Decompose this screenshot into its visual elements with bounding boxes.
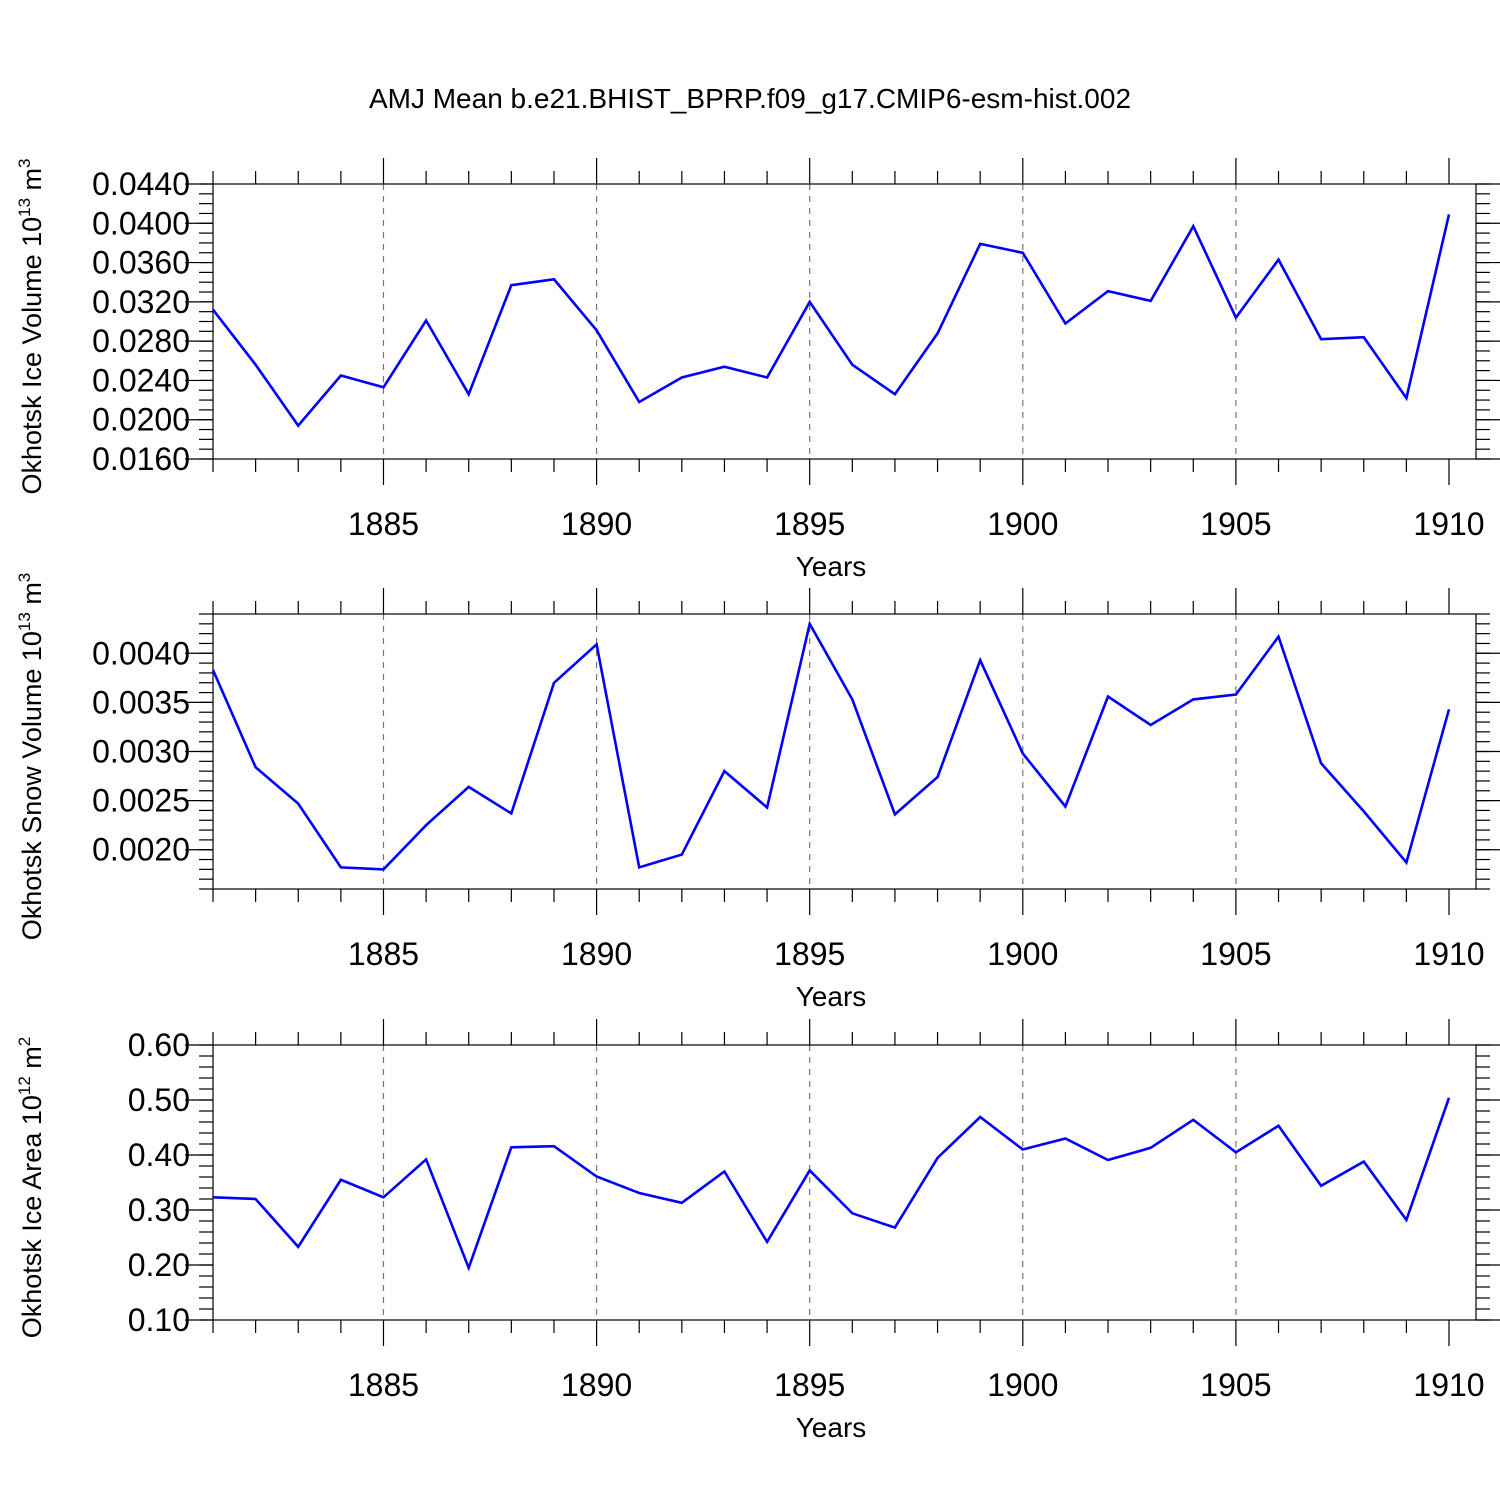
y-tick-label: 0.60 [128, 1027, 190, 1063]
x-tick-label: 1895 [774, 936, 845, 972]
x-tick-label: 1885 [348, 1367, 419, 1403]
y-tick-label: 0.50 [128, 1082, 190, 1118]
y-tick-label: 0.0240 [92, 362, 190, 398]
plot-frame [212, 183, 1477, 460]
y-tick-label: 0.0160 [92, 441, 190, 477]
x-tick-label: 1885 [348, 936, 419, 972]
series-line-ice_volume [211, 214, 1451, 428]
x-tick-label: 1910 [1413, 936, 1484, 972]
y-tick-label: 0.30 [128, 1192, 190, 1228]
panel-3: 0.10 0.20 0.30 0.40 0.50 0.60 1885 1890 1895 1900… [15, 1019, 1500, 1443]
y-tick-label: 0.0035 [92, 684, 190, 720]
y-tick-label: 0.20 [128, 1247, 190, 1283]
x-axis-title: Years [796, 981, 867, 1012]
chart-title: AMJ Mean b.e21.BHIST_BPRP.f09_g17.CMIP6-… [369, 83, 1131, 114]
x-tick-label: 1890 [561, 936, 632, 972]
y-axis-title: Okhotsk Ice Volume 1013 m3 [15, 158, 47, 494]
y-tick-label: 0.0320 [92, 284, 190, 320]
y-tick-label: 0.0025 [92, 783, 190, 819]
x-tick-label: 1905 [1200, 936, 1271, 972]
x-tick-label: 1910 [1413, 506, 1484, 542]
y-tick-label: 0.40 [128, 1137, 190, 1173]
y-tick-label: 0.0030 [92, 734, 190, 770]
x-tick-label: 1910 [1413, 1367, 1484, 1403]
x-tick-label: 1900 [987, 506, 1058, 542]
x-axis-title: Years [796, 551, 867, 582]
panel-2: 0.0020 0.0025 0.0030 0.0035 0.0040 1885 1890 18… [15, 573, 1500, 1012]
x-tick-label: 1895 [774, 1367, 845, 1403]
x-tick-label: 1890 [561, 1367, 632, 1403]
y-tick-label: 0.0440 [92, 166, 190, 202]
x-tick-label: 1905 [1200, 506, 1271, 542]
y-tick-label: 0.0200 [92, 402, 190, 438]
x-axis-title: Years [796, 1412, 867, 1443]
plot-frame [212, 1044, 1477, 1321]
x-tick-label: 1885 [348, 506, 419, 542]
x-tick-label: 1905 [1200, 1367, 1271, 1403]
y-tick-label: 0.0040 [92, 635, 190, 671]
y-axis-title: Okhotsk Ice Area 1012 m2 [15, 1037, 47, 1339]
x-tick-label: 1900 [987, 936, 1058, 972]
x-tick-label: 1890 [561, 506, 632, 542]
series-line-snow_volume [211, 620, 1451, 871]
y-tick-label: 0.0020 [92, 832, 190, 868]
x-tick-label: 1895 [774, 506, 845, 542]
y-tick-label: 0.10 [128, 1302, 190, 1338]
y-axis-title: Okhotsk Snow Volume 1013 m3 [15, 573, 47, 941]
plot-frame [212, 613, 1477, 890]
series-line-ice_area [212, 1097, 1451, 1272]
y-tick-label: 0.0360 [92, 245, 190, 281]
x-tick-label: 1900 [987, 1367, 1058, 1403]
y-tick-label: 0.0400 [92, 205, 190, 241]
y-tick-label: 0.0280 [92, 323, 190, 359]
